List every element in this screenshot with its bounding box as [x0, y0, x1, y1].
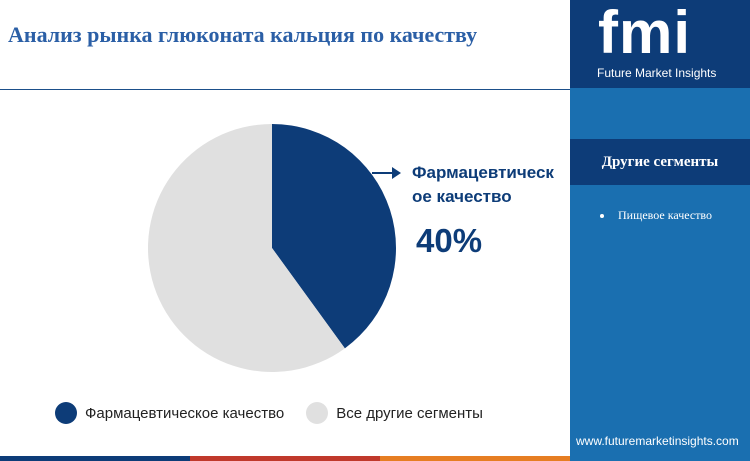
bullet-icon [600, 213, 604, 218]
logo-subtitle: Future Market Insights [597, 66, 717, 80]
legend-swatch-pharma [55, 402, 77, 424]
legend-item-pharma: Фармацевтическое качество [55, 402, 284, 424]
sidebar-list: Пищевое качество [600, 208, 712, 223]
sidebar-heading: Другие сегменты [601, 153, 719, 170]
legend-swatch-other [306, 402, 329, 424]
website-link[interactable]: www.futuremarketinsights.com [576, 434, 739, 448]
callout-value: 40% [416, 222, 483, 259]
pie-slice-1 [148, 124, 345, 372]
sidebar-item-food-grade: Пищевое качество [600, 208, 712, 223]
callout-label: Фармацевтическое качество [412, 163, 554, 206]
legend-item-other: Все другие сегменты [306, 402, 483, 424]
sidebar: fmi Future Market Insights Другие сегмен… [570, 0, 750, 461]
chart-legend: Фармацевтическое качество Все другие сег… [55, 402, 505, 424]
chart-area: Фармацевтическое качество 40% [148, 124, 554, 372]
sidebar-item-label: Пищевое качество [618, 208, 713, 222]
page-title: Анализ рынка глюконата кальция по качест… [8, 22, 478, 47]
legend-label-other: Все другие сегменты [336, 404, 483, 422]
logo-box: fmi Future Market Insights [570, 0, 750, 88]
fmi-logo: fmi [598, 0, 691, 66]
bottom-accent-bar [0, 456, 570, 461]
pie-slice-0 [272, 124, 396, 349]
legend-label-pharma: Фармацевтическое качество [85, 404, 285, 422]
pie-chart [148, 124, 401, 372]
callout-arrow-icon [392, 167, 401, 179]
sidebar-heading-box: Другие сегменты [570, 139, 750, 185]
title-divider [0, 89, 570, 90]
